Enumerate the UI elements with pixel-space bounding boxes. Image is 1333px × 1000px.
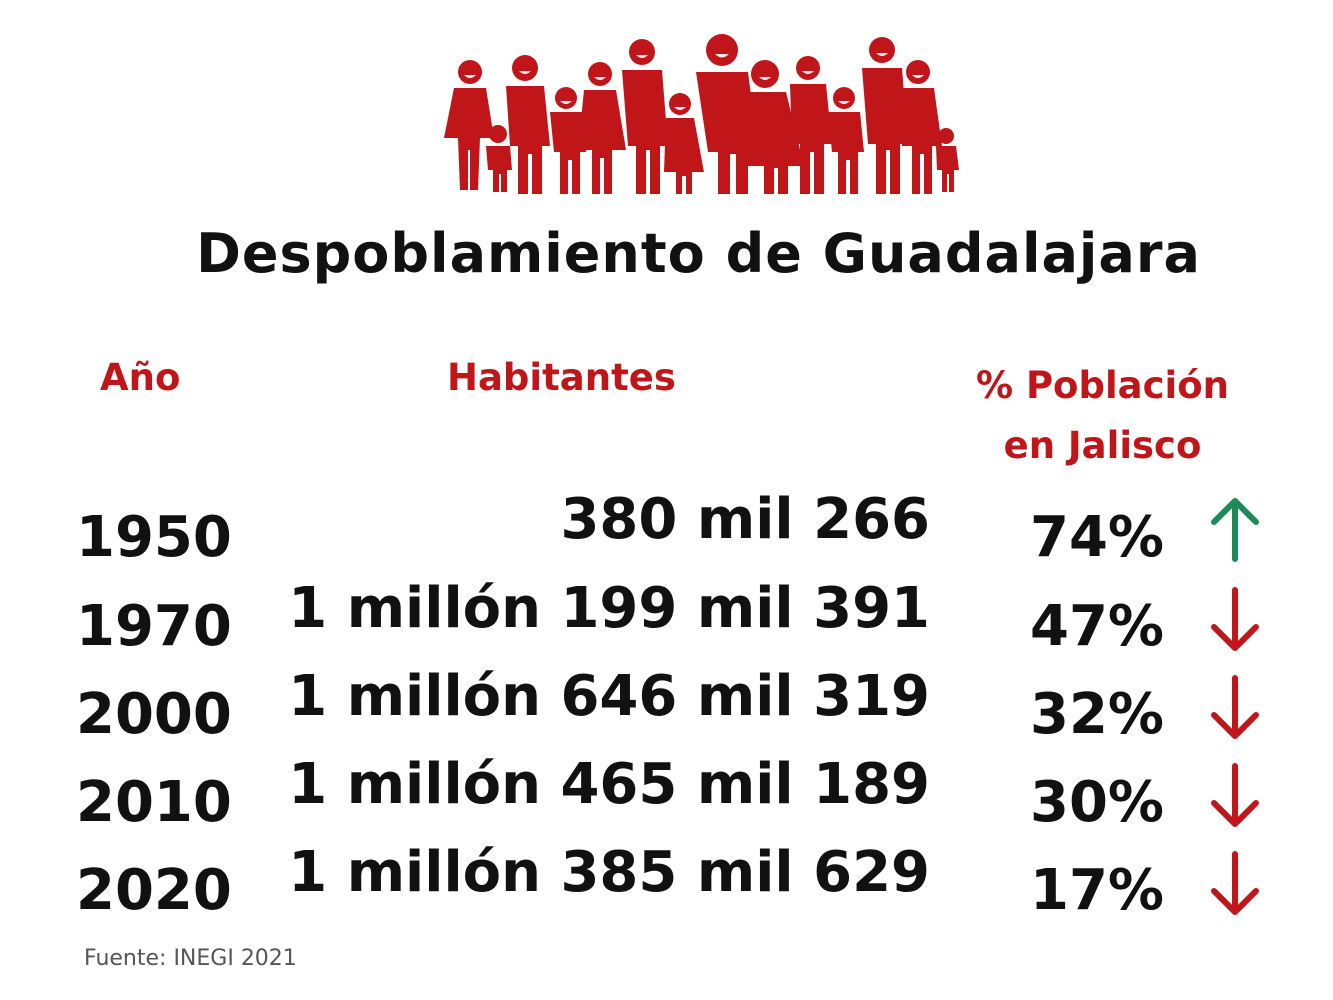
table-row: 1950 380 mil 266 74% [0,487,1333,595]
trend-arrow-icon [1211,675,1259,739]
trend-arrow-icon [1211,763,1259,827]
arrow-down-icon [1211,587,1259,651]
arrow-up-icon [1211,498,1259,562]
row-pct: 47% [1030,594,1165,659]
row-habitantes: 1 millón 646 mil 319 [288,664,930,729]
row-pct: 17% [1030,858,1165,923]
row-habitantes: 380 mil 266 [560,487,930,552]
table-row: 2000 1 millón 646 mil 319 32% [0,664,1333,772]
trend-arrow-icon [1211,587,1259,651]
arrow-down-icon [1211,763,1259,827]
trend-arrow-icon [1211,498,1259,562]
row-pct: 74% [1030,505,1165,570]
row-pct: 30% [1030,770,1165,835]
page-title: Despoblamiento de Guadalajara [196,222,1201,285]
header-pct: % Población en Jalisco [960,356,1245,476]
arrow-down-icon [1211,851,1259,915]
row-year: 2000 [76,682,232,747]
row-habitantes: 1 millón 385 mil 629 [288,840,930,905]
row-year: 2010 [76,770,232,835]
table-row: 1970 1 millón 199 mil 391 47% [0,576,1333,684]
header-year: Año [100,356,181,399]
row-year: 2020 [76,858,232,923]
row-habitantes: 1 millón 199 mil 391 [288,576,930,641]
people-group-icon [444,34,959,194]
row-year: 1950 [76,505,232,570]
table-row: 2010 1 millón 465 mil 189 30% [0,752,1333,860]
arrow-down-icon [1211,675,1259,739]
trend-arrow-icon [1211,851,1259,915]
row-year: 1970 [76,594,232,659]
header-pct-line1: % Población [975,364,1229,407]
header-pct-line2: en Jalisco [1003,424,1202,467]
header-habitantes: Habitantes [447,356,676,399]
table-row: 2020 1 millón 385 mil 629 17% [0,840,1333,948]
source-note: Fuente: INEGI 2021 [84,946,297,971]
row-pct: 32% [1030,682,1165,747]
row-habitantes: 1 millón 465 mil 189 [288,752,930,817]
